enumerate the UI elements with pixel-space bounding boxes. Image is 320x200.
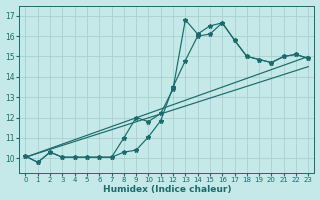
X-axis label: Humidex (Indice chaleur): Humidex (Indice chaleur): [103, 185, 231, 194]
